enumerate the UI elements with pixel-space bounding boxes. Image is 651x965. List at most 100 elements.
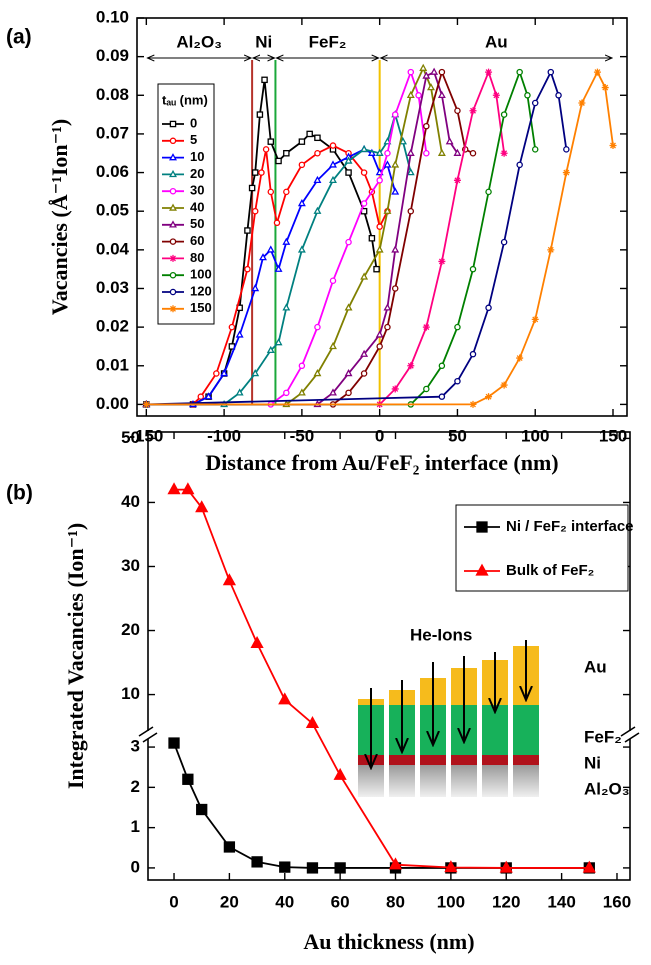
marker <box>383 206 392 214</box>
marker <box>438 362 446 370</box>
marker <box>367 148 376 156</box>
marker <box>384 149 391 157</box>
legend-marker <box>169 305 177 313</box>
marker <box>297 199 306 207</box>
marker <box>251 284 260 292</box>
marker <box>391 245 400 253</box>
marker <box>267 138 275 145</box>
marker <box>222 573 236 586</box>
marker <box>555 92 562 99</box>
marker <box>485 68 493 76</box>
marker <box>430 67 439 75</box>
marker <box>578 99 586 107</box>
legend-marker <box>169 254 177 262</box>
marker <box>469 400 477 408</box>
marker <box>266 245 275 253</box>
marker <box>376 343 383 350</box>
marker <box>204 392 213 400</box>
x-tick-label: 40 <box>275 892 294 911</box>
y-tick-label: 20 <box>121 620 140 639</box>
marker <box>360 144 369 153</box>
x-axis-label: Distance from Au/FeF₂ interface (nm) <box>205 450 558 475</box>
y-tick-label: 0.07 <box>96 123 129 142</box>
marker <box>279 861 291 873</box>
y-axis-label: Vacancies (Å⁻¹Ion⁻¹) <box>47 119 72 315</box>
marker <box>391 111 399 118</box>
marker <box>391 385 399 393</box>
marker <box>273 219 281 227</box>
marker <box>297 388 306 396</box>
marker <box>485 188 492 196</box>
marker <box>391 160 400 168</box>
marker <box>485 304 492 312</box>
marker <box>235 330 244 338</box>
plot-frame <box>136 17 628 417</box>
marker <box>329 160 337 168</box>
x-tick-label: 0 <box>375 426 384 445</box>
series-line <box>146 65 443 406</box>
marker <box>235 388 244 396</box>
marker <box>261 76 268 84</box>
marker <box>250 635 264 648</box>
marker <box>258 169 265 176</box>
legend-label: 120 <box>190 283 212 298</box>
marker <box>453 148 462 156</box>
legend-label: 0 <box>190 115 197 130</box>
marker <box>333 767 347 780</box>
marker <box>407 68 415 76</box>
y-tick-label: 1 <box>131 817 140 836</box>
x-tick-label: 60 <box>331 892 350 911</box>
legend-marker <box>476 521 488 533</box>
marker <box>344 369 353 377</box>
marker <box>445 137 454 145</box>
y-tick-label: 0.08 <box>96 85 129 104</box>
marker <box>444 860 458 873</box>
legend-marker <box>169 220 177 228</box>
marker <box>329 341 337 350</box>
y-tick-label: 30 <box>121 556 140 575</box>
y-tick-label: 0.04 <box>96 239 130 258</box>
marker <box>453 176 461 184</box>
axis-break <box>144 731 152 739</box>
marker <box>516 161 523 169</box>
marker <box>423 122 430 130</box>
x-tick-label: 100 <box>437 892 465 911</box>
legend-label: 40 <box>190 199 204 214</box>
marker <box>213 370 220 377</box>
marker <box>360 272 369 280</box>
y-tick-label: 0.01 <box>96 355 129 374</box>
marker <box>406 148 415 156</box>
legend-label: Ni / FeF₂ interface <box>506 518 634 535</box>
y-tick-label: 40 <box>121 492 140 511</box>
marker <box>582 860 596 873</box>
marker <box>298 362 306 370</box>
legend-label: 20 <box>190 166 204 181</box>
marker <box>329 142 337 149</box>
legend-label: 50 <box>190 216 204 231</box>
marker <box>256 111 264 118</box>
marker <box>306 130 313 138</box>
marker <box>423 149 430 157</box>
x-tick-label: 0 <box>169 892 178 911</box>
marker <box>438 257 446 265</box>
marker <box>375 245 384 253</box>
marker <box>437 148 446 156</box>
marker <box>298 161 306 169</box>
marker <box>388 857 403 870</box>
marker <box>220 369 229 377</box>
y-tick-label: 0.10 <box>96 7 129 26</box>
marker <box>415 92 422 99</box>
y-tick-label: 0.03 <box>96 278 129 297</box>
x-tick-label: -50 <box>290 426 315 445</box>
legend-label: 60 <box>190 233 204 248</box>
series-line <box>146 144 389 406</box>
marker <box>383 160 392 168</box>
x-tick-label: 20 <box>220 892 239 911</box>
axis-break <box>626 731 634 739</box>
marker <box>344 303 353 311</box>
region-label: Au <box>485 32 508 51</box>
axis-break <box>138 726 158 743</box>
legend-marker <box>169 153 177 161</box>
panel-label: (a) <box>6 26 32 49</box>
